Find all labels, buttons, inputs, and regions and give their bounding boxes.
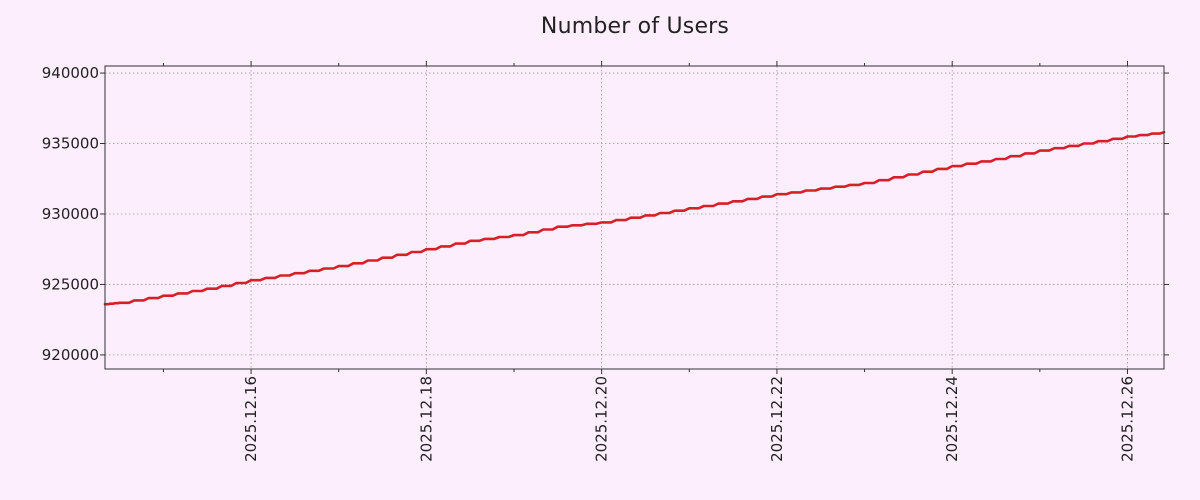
- x-tick-label: 2025.12.26: [1118, 376, 1136, 462]
- data-point: [119, 302, 120, 303]
- x-tick-label: 2025.12.16: [242, 376, 260, 462]
- data-point: [294, 273, 295, 274]
- x-tick-label: 2025.12.20: [593, 376, 611, 462]
- plot-border: [104, 65, 1165, 370]
- data-point: [207, 288, 208, 289]
- x-tick-label: 2025.12.24: [943, 376, 961, 462]
- x-tick-label: 2025.12.22: [768, 376, 786, 462]
- y-tick-label: 935000: [42, 135, 99, 153]
- y-tick-label: 920000: [42, 346, 99, 364]
- data-point: [557, 226, 558, 227]
- data-point: [864, 182, 865, 183]
- data-point: [338, 266, 339, 267]
- data-point: [645, 215, 646, 216]
- data-point: [601, 222, 602, 223]
- y-tick-label: 925000: [42, 275, 99, 293]
- plot-frame: [104, 65, 1165, 370]
- grid-lines: [105, 66, 1164, 369]
- data-point: [1127, 136, 1128, 137]
- data-point: [820, 188, 821, 189]
- data-point: [163, 295, 164, 296]
- data-point: [996, 159, 997, 160]
- x-tick-label: 2025.12.18: [417, 376, 435, 462]
- data-point: [470, 240, 471, 241]
- data-point: [689, 208, 690, 209]
- data-point: [1039, 150, 1040, 151]
- data-point: [426, 249, 427, 250]
- y-tick-label: 940000: [42, 64, 99, 82]
- axis-ticks: 920000 925000 930000 935000 940000 2025.12.16…: [42, 61, 1169, 462]
- series-layer: [103, 130, 1166, 306]
- data-point: [952, 166, 953, 167]
- series-line-number-of-users: [103, 130, 1166, 306]
- chart-title: Number of Users: [540, 14, 730, 39]
- data-point: [776, 194, 777, 195]
- data-point: [733, 201, 734, 202]
- data-point: [382, 257, 383, 258]
- y-tick-label: 930000: [42, 205, 99, 223]
- data-point: [908, 174, 909, 175]
- data-point: [1083, 143, 1084, 144]
- data-point: [251, 280, 252, 281]
- data-point: [513, 235, 514, 236]
